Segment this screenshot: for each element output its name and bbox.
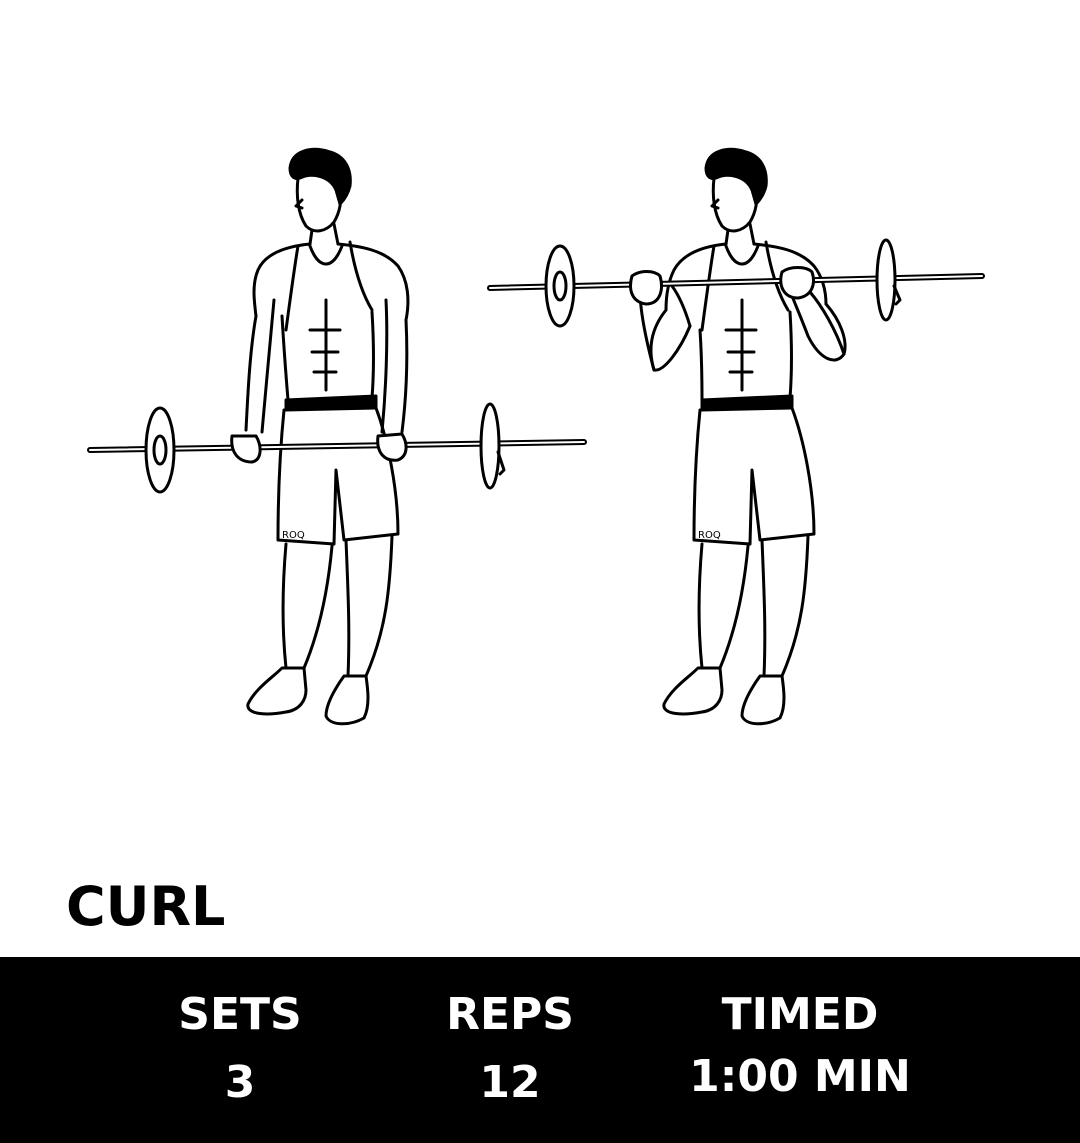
stats-bar: SETS 3 REPS 12 TIMED 1:00 MIN [0,957,1080,1143]
exercise-title: CURL [66,875,226,938]
timed-value: 1:00 MIN [689,1051,911,1102]
svg-text:ROQ: ROQ [698,530,721,541]
timed-label: TIMED [721,989,879,1040]
figure-curled-position: ROQ [487,147,985,726]
reps-value: 12 [479,1057,541,1108]
exercise-illustration: ROQ [87,147,985,726]
svg-text:ROQ: ROQ [282,530,305,541]
stat-timed: TIMED 1:00 MIN [660,987,940,1105]
stat-reps: REPS 12 [410,987,610,1111]
reps-label: REPS [446,989,574,1040]
stat-sets: SETS 3 [140,987,340,1111]
figure-start-position: ROQ [87,147,587,726]
sets-value: 3 [224,1057,256,1108]
barbell-curl-figures-icon: ROQ [87,147,985,726]
sets-label: SETS [178,989,302,1040]
